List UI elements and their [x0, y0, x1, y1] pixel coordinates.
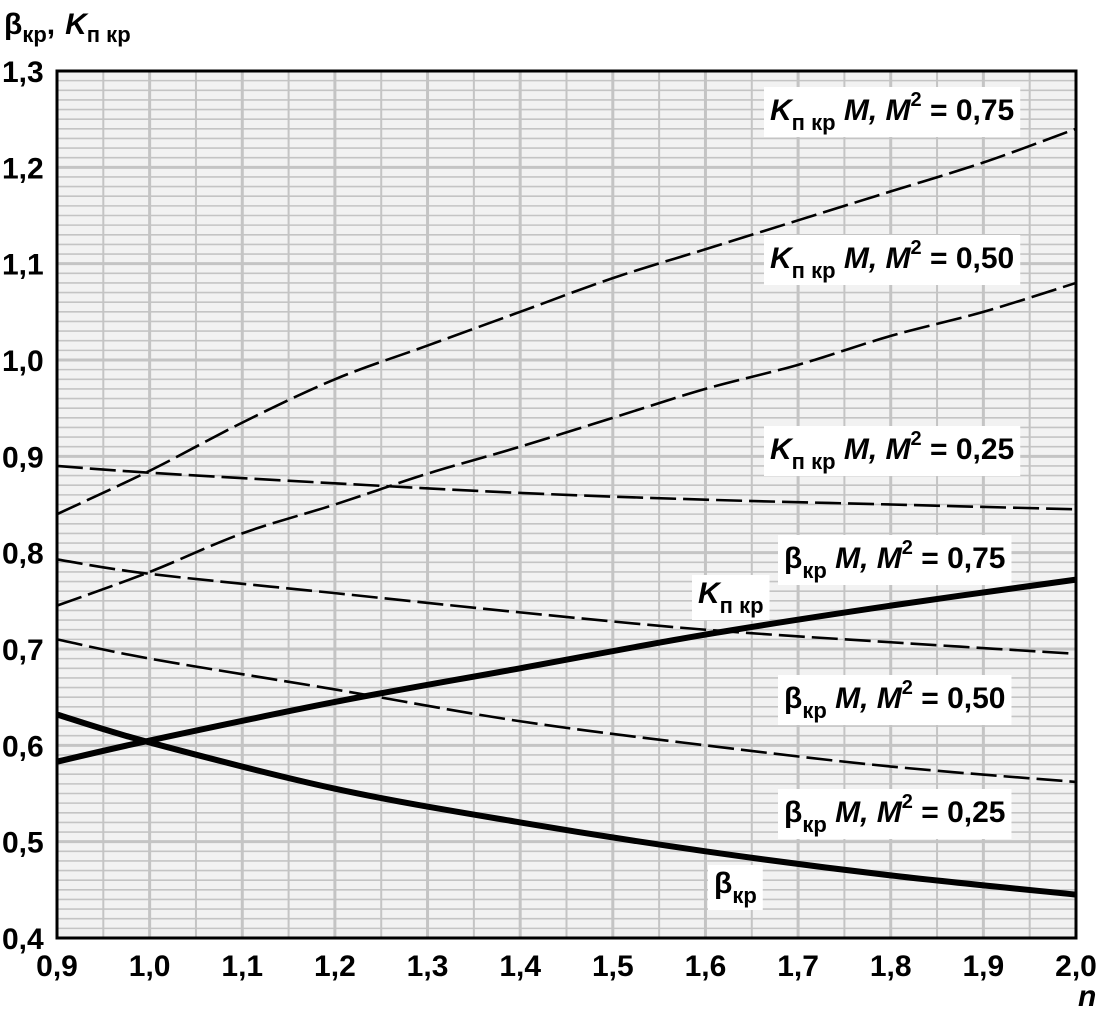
label-subscript: п кр [720, 593, 764, 618]
series-label-b_m025_label: βкр M, M2 = 0,25 [784, 791, 1005, 837]
label-bg-b_m075 [778, 535, 1012, 585]
series-label-k_m025: Kп кр M, M2 = 0,25 [770, 428, 1014, 474]
label-text: M, M [827, 796, 903, 829]
y-axis-title-sep: , [47, 8, 55, 41]
y-tick-label: 1,1 [2, 249, 44, 282]
x-tick-label: 1,6 [685, 950, 727, 983]
y-tick-label: 0,5 [2, 827, 44, 860]
x-tick-label: 1,9 [963, 950, 1005, 983]
label-subscript: кр [732, 883, 756, 908]
series-label-b_m050: βкр M, M2 = 0,50 [784, 677, 1005, 723]
label-value: = 0,75 [913, 542, 1006, 575]
y-axis-title-k: K [65, 8, 89, 41]
series-line-b_kr [56, 711, 1077, 898]
series-line-b_m075 [56, 558, 1077, 656]
y-axis-title-k-sub: п кр [87, 22, 131, 47]
y-tick-label: 0,8 [2, 538, 44, 571]
y-tick-label: 0,9 [2, 441, 44, 474]
x-tick-label: 1,3 [407, 950, 449, 983]
label-bg-b_kr [708, 865, 763, 910]
x-tick-label: 1,1 [221, 950, 263, 983]
label-bg-k_m050 [764, 235, 1021, 285]
label-superscript: 2 [902, 791, 913, 813]
x-axis-title: n [1078, 980, 1096, 1013]
label-text: M, M [836, 242, 912, 275]
y-tick-label: 1,3 [2, 56, 44, 89]
y-tick-label: 1,0 [2, 345, 44, 378]
label-bg-b_m025_label [778, 789, 1012, 839]
label-subscript: кр [802, 698, 826, 723]
label-subscript: п кр [792, 449, 836, 474]
y-axis-title-beta-sub: кр [22, 22, 46, 47]
label-value: = 0,50 [922, 242, 1015, 275]
label-symbol: β [784, 682, 802, 715]
label-subscript: п кр [792, 110, 836, 135]
label-text: M, M [827, 542, 903, 575]
x-tick-label: 1,8 [870, 950, 912, 983]
x-tick-label: 1,4 [499, 950, 541, 983]
label-text: M, M [836, 433, 912, 466]
label-superscript: 2 [902, 537, 913, 559]
label-bg-k_m025 [764, 426, 1021, 476]
series-label-k_kr: Kп кр [698, 577, 764, 618]
label-symbol: K [770, 433, 794, 466]
label-superscript: 2 [911, 89, 922, 111]
series-label-b_kr: βкр [714, 867, 757, 908]
label-superscript: 2 [911, 237, 922, 259]
label-superscript: 2 [902, 677, 913, 699]
label-bg-k_kr [692, 575, 770, 620]
tick-labels: 0,9 1,0 1,1 1,2 1,3 1,4 1,5 1,6 1,7 1,8 1,9 2,00,40… [2, 56, 1097, 983]
x-tick-label: 1,7 [777, 950, 819, 983]
x-tick-label: 1,0 [129, 950, 171, 983]
x-tick-label: 2,0 [1055, 950, 1097, 983]
series-label-k_m075: Kп кр M, M2 = 0,75 [770, 89, 1014, 135]
y-tick-label: 0,7 [2, 634, 44, 667]
y-tick-label: 1,2 [2, 152, 44, 185]
label-value: = 0,75 [922, 94, 1015, 127]
label-symbol: K [698, 577, 722, 610]
series-line-k_m050 [56, 281, 1077, 607]
x-tick-label: 1,2 [314, 950, 356, 983]
label-symbol: K [770, 242, 794, 275]
label-subscript: кр [802, 558, 826, 583]
label-subscript: кр [802, 812, 826, 837]
label-superscript: 2 [911, 428, 922, 450]
label-text: M, M [827, 682, 903, 715]
label-value: = 0,50 [913, 682, 1006, 715]
plot-frame [55, 69, 1078, 940]
label-bg-k_m075 [764, 87, 1021, 137]
series-label-k_m050: Kп кр M, M2 = 0,50 [770, 237, 1014, 283]
x-tick-label: 1,5 [592, 950, 634, 983]
label-value: = 0,25 [922, 433, 1015, 466]
y-axis-title-beta: β [4, 8, 22, 41]
series-line-k_kr [56, 576, 1077, 765]
y-tick-label: 0,4 [2, 923, 44, 956]
series-line-k_m025 [56, 464, 1077, 511]
label-symbol: β [784, 796, 802, 829]
label-symbol: β [784, 542, 802, 575]
series-line-b_m050 [56, 638, 1077, 784]
x-tick-label: 0,9 [36, 950, 78, 983]
y-tick-label: 0,6 [2, 730, 44, 763]
label-bg-b_m050 [778, 675, 1012, 725]
y-axis-title: βкр, Kп кр [4, 8, 131, 47]
series-line-k_m075 [56, 127, 1077, 516]
label-symbol: β [714, 867, 732, 900]
series-lines [56, 127, 1077, 898]
label-value: = 0,25 [913, 796, 1006, 829]
label-symbol: K [770, 94, 794, 127]
label-backgrounds [692, 87, 1021, 910]
label-subscript: п кр [792, 258, 836, 283]
label-text: M, M [836, 94, 912, 127]
series-label-b_m075: βкр M, M2 = 0,75 [784, 537, 1005, 583]
